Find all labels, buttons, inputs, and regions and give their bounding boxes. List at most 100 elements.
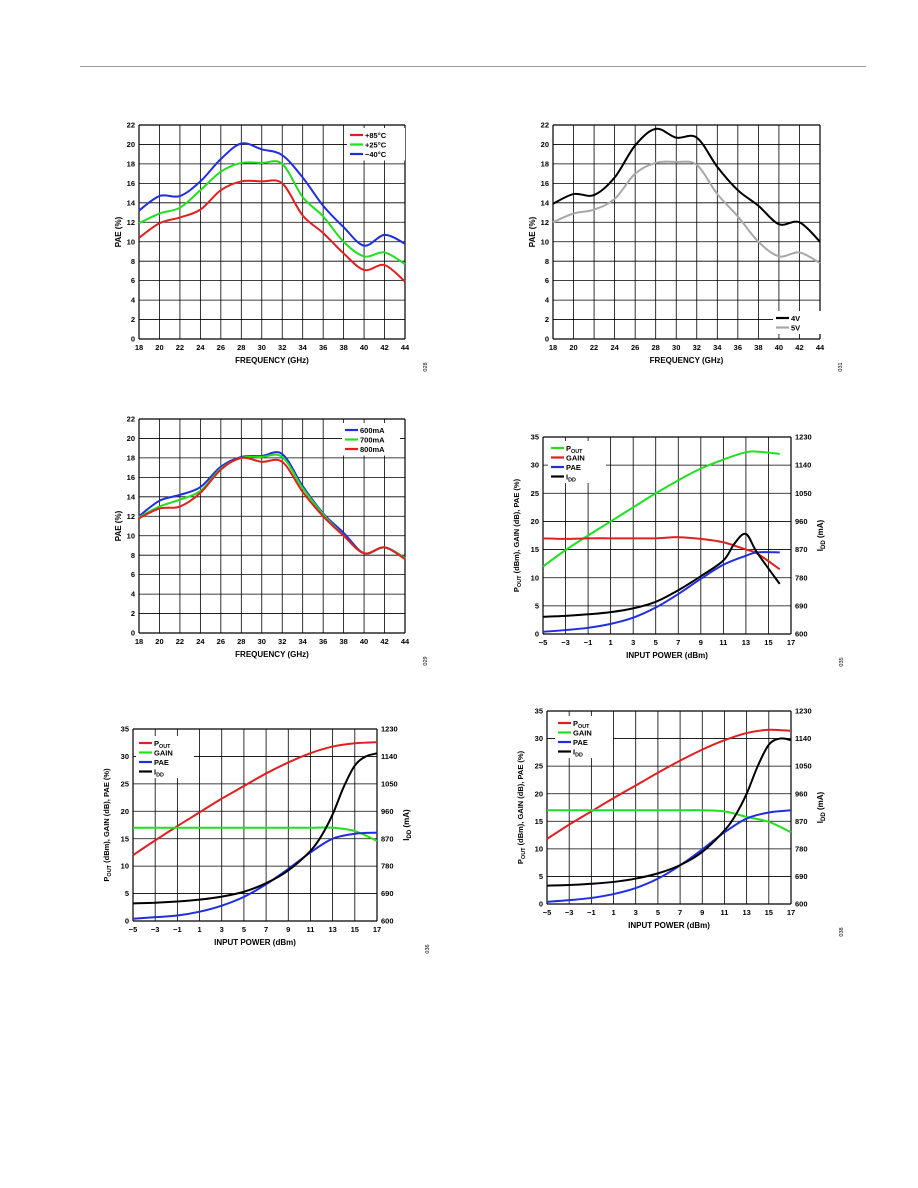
x-tick-label: 36 [734,343,742,352]
x-tick-label: 34 [713,343,722,352]
y2-axis-label-main: I [816,549,825,551]
y-tick-label: 0 [131,335,135,344]
legend-label-pout-main: P [573,719,578,728]
y-tick-label: 2 [545,315,549,324]
y2-tick-label: 780 [795,844,808,853]
y2-tick-label: 600 [381,917,394,926]
x-tick-label: 26 [217,637,225,646]
series-line-pae [542,551,780,633]
y2-axis-label: IDD (mA) [816,791,827,823]
y-tick-label: 30 [535,734,543,743]
y-tick-label: 30 [121,752,129,761]
y2-tick-label: 1140 [795,734,811,743]
y-axis-label: POUT (dBm), GAIN (dB), PAE (%) [516,750,527,864]
legend-label-pout-main: P [154,739,159,748]
legend-label-pout-sub: OUT [578,724,590,730]
x-tick-label: 36 [319,343,327,352]
x-tick-label: 3 [631,638,635,647]
y-tick-label: 35 [121,725,129,734]
y-tick-label: 20 [127,434,135,443]
y-tick-label: 5 [539,872,543,881]
y-axis-label-rest: (dBm), GAIN (dB), PAE (%) [102,768,111,865]
y-tick-label: 0 [131,629,135,638]
y2-tick-label: 1050 [795,489,812,498]
x-tick-label: 9 [699,638,703,647]
legend-label-85-c: +85°C [365,131,387,140]
legend-label-25-c: +25°C [365,140,387,149]
x-tick-label: 3 [634,908,638,917]
x-tick-label: −5 [543,908,552,917]
x-tick-label: 22 [590,343,598,352]
series-line-pae [132,831,378,920]
series-line-idd [542,532,781,618]
legend-label-pout: POUT [154,739,171,750]
series-line-pout [542,450,780,568]
x-tick-label: 13 [742,908,750,917]
series-line-gain [542,536,781,571]
x-tick-label: 11 [719,638,727,647]
x-tick-label: 34 [299,343,308,352]
x-axis-label: INPUT POWER (dBm) [214,938,296,947]
legend-label-600ma: 600mA [360,426,385,435]
y-axis-label-sub: OUT [107,864,113,876]
y-tick-label: 6 [131,570,135,579]
x-tick-label: 13 [328,925,336,934]
y-tick-label: 4 [545,296,550,305]
y2-axis-label-unit: (mA) [816,791,825,812]
legend-label-idd: IDD [154,767,164,778]
chart-panel-4: −5 −3 −1 1 3 5 7 9 11 13 15 17051015202530356006907… [512,433,845,667]
y2-tick-label: 690 [795,872,808,881]
chart-panel-2: 18 20 22 24 26 28 30 32 34 36 38 40 42 44024681012141… [528,121,844,372]
legend-label-pae: PAE [573,738,588,747]
x-tick-label: 32 [693,343,701,352]
y2-tick-label: 1140 [795,461,811,470]
legend-label-pout-main: P [566,444,571,453]
x-tick-label: 17 [373,925,381,934]
x-tick-label: 15 [351,925,359,934]
x-tick-label: 9 [286,925,290,934]
x-tick-label: 42 [380,637,388,646]
y-tick-label: 8 [545,257,549,266]
y-tick-label: 10 [121,862,129,871]
x-tick-label: 17 [787,908,795,917]
legend-label-idd-main: I [566,472,568,481]
y2-tick-label: 690 [795,601,808,610]
y-tick-label: 4 [131,296,136,305]
series-line-25-c [138,160,406,265]
x-tick-label: 22 [176,343,184,352]
figure-id-label: 028 [423,362,429,371]
x-tick-label: 20 [155,343,163,352]
series-line-5v [552,160,821,265]
x-tick-label: −3 [561,638,570,647]
y-tick-label: 0 [535,630,539,639]
x-tick-label: 38 [339,637,347,646]
x-tick-label: 28 [652,343,660,352]
figure-id-label: 036 [425,944,431,953]
legend-label-pout: POUT [573,719,590,730]
x-tick-label: 28 [237,343,245,352]
y-tick-label: 22 [127,121,135,130]
y-tick-label: 0 [125,917,129,926]
x-tick-label: 1 [609,638,613,647]
x-tick-label: 7 [676,638,680,647]
x-tick-label: 44 [401,343,410,352]
y-axis-label: PAE (%) [528,216,537,247]
y-axis-label-rest: (dBm), GAIN (dB), PAE (%) [516,750,525,847]
y-tick-label: 14 [127,492,136,501]
x-tick-label: 44 [816,343,825,352]
x-tick-label: −3 [151,925,160,934]
x-tick-label: 11 [720,908,728,917]
y-tick-label: 18 [127,454,135,463]
y-tick-label: 20 [541,140,549,149]
x-tick-label: 30 [672,343,680,352]
legend-label-pout: POUT [566,444,583,455]
y-axis-label: PAE (%) [114,216,123,247]
y2-axis-label: IDD (mA) [816,519,827,551]
y2-tick-label: 870 [381,834,394,843]
y-tick-label: 12 [541,218,549,227]
y-tick-label: 30 [531,461,539,470]
series-line-85-c [138,179,406,283]
series-line-4v [552,127,821,243]
x-tick-label: 20 [155,637,163,646]
